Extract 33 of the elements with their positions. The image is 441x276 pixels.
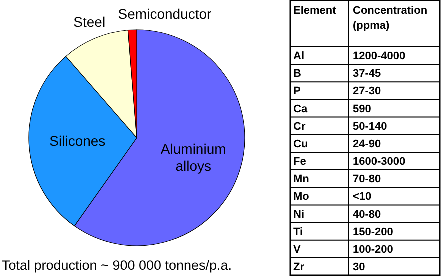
text: 1600-3000: [353, 156, 406, 168]
text: Concentration (ppma): [353, 5, 428, 32]
text: 100-200: [353, 244, 394, 256]
category-label: Cu: [294, 138, 308, 150]
category-label: B: [294, 68, 302, 80]
category-label: P: [294, 86, 301, 98]
category-label: Ni: [294, 208, 304, 221]
slice-label: Steel: [74, 14, 106, 30]
text: <10: [353, 191, 372, 204]
category-label: Al: [294, 50, 304, 63]
category-label: Ti: [294, 226, 304, 238]
text: 27-30: [353, 86, 382, 98]
category-label: Ca: [294, 103, 308, 116]
text: 50-140: [353, 120, 388, 133]
category-label: Mo: [294, 191, 310, 204]
text: 30: [353, 262, 366, 274]
text: Total production ~ 900 000 tonnes/p.a.: [2, 258, 232, 273]
category-label: Fe: [294, 156, 306, 168]
category-label: Cr: [294, 120, 306, 133]
text: 150-200: [353, 226, 394, 238]
text: Element: [294, 5, 337, 17]
text: 40-80: [353, 208, 382, 221]
category-label: Mn: [294, 174, 310, 186]
text: 590: [353, 103, 372, 116]
text: 37-45: [353, 68, 382, 80]
slice-label: Semiconductor: [118, 6, 212, 22]
text: 1200-4000: [353, 50, 406, 63]
category-label: Zr: [294, 262, 306, 274]
slice-label: Aluminium alloys: [160, 141, 226, 174]
text: 24-90: [353, 138, 382, 150]
category-label: V: [294, 244, 302, 256]
text: 70-80: [353, 174, 382, 186]
slice-label: Silicones: [50, 132, 106, 149]
